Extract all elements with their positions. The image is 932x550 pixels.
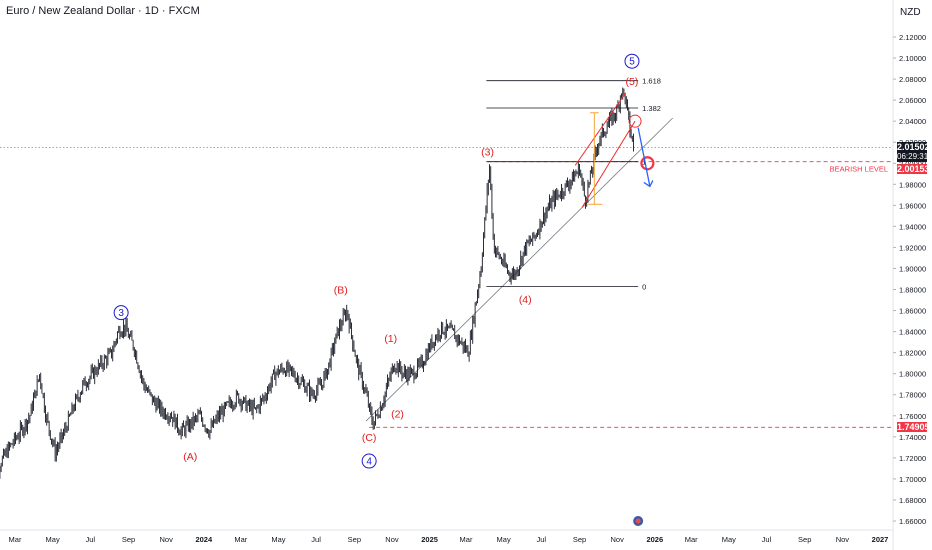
x-tick-label: Nov: [610, 535, 624, 544]
broker-logo-icon-center: [635, 518, 641, 524]
x-tick-label: 2027: [872, 535, 889, 544]
y-tick-label: 1.94000: [899, 222, 926, 231]
y-tick-label: 1.74000: [899, 433, 926, 442]
bearish-arrow-head: [643, 180, 654, 188]
x-tick-label: Nov: [836, 535, 850, 544]
y-tick-label: 1.68000: [899, 496, 926, 505]
x-tick-label: Jul: [311, 535, 321, 544]
wave-label: (3): [481, 147, 494, 159]
y-tick-label: 1.78000: [899, 391, 926, 400]
wave-label: (4): [519, 294, 532, 306]
wave-labels-layer: 3 (A) (B) (C) 4 (1) (2) (3) (4) (5) 5: [113, 53, 640, 469]
y-tick-label: 1.96000: [899, 201, 926, 210]
currency-label[interactable]: NZD: [900, 7, 921, 18]
y-tick-label: 1.90000: [899, 264, 926, 273]
x-tick-label: 2024: [195, 535, 213, 544]
bearish-level-text: BEARISH LEVEL: [830, 165, 888, 174]
y-tick-label: 1.72000: [899, 454, 926, 463]
x-tick-label: 2026: [646, 535, 663, 544]
x-tick-label: Nov: [385, 535, 399, 544]
x-tick-label: Sep: [348, 535, 361, 544]
support-price-label: 1.74905: [897, 422, 930, 432]
x-tick-label: Mar: [685, 535, 698, 544]
x-tick-label: May: [497, 535, 511, 544]
x-tick-label: Mar: [234, 535, 247, 544]
y-tick-label: 1.98000: [899, 180, 926, 189]
channel-upper-line: [574, 92, 627, 166]
x-tick-label: Sep: [573, 535, 586, 544]
wave-label: (B): [334, 285, 348, 297]
x-tick-label: Jul: [85, 535, 95, 544]
price-bars-layer: [0, 87, 634, 479]
fib-level-label: 1.382: [642, 104, 661, 113]
x-tick-label: May: [271, 535, 285, 544]
x-tick-label: May: [722, 535, 736, 544]
wave-label: 3: [118, 308, 124, 319]
x-tick-label: Jul: [762, 535, 772, 544]
wave-label: (5): [626, 76, 639, 88]
fib-level-label: 1.618: [642, 77, 661, 86]
wave-label-circle: [113, 305, 129, 321]
y-tick-label: 2.08000: [899, 75, 926, 84]
wave-label: 4: [366, 457, 372, 468]
x-tick-label: Mar: [460, 535, 473, 544]
y-tick-label: 1.76000: [899, 412, 926, 421]
y-tick-label: 2.10000: [899, 54, 926, 63]
wave-label: (A): [183, 451, 197, 463]
y-tick-label: 1.92000: [899, 243, 926, 252]
chart-lines-layer: BEARISH LEVEL 1.618 1.382 1 0: [0, 77, 893, 428]
last-price-label: 2.01502: [897, 142, 930, 152]
x-tick-label: Sep: [122, 535, 135, 544]
drawing-tools-layer[interactable]: [574, 92, 655, 208]
y-tick-label: 2.04000: [899, 117, 926, 126]
fib-level-label: 1: [642, 158, 646, 167]
countdown-label: 06:29:31: [897, 152, 929, 162]
y-tick-label: 2.00000: [899, 159, 926, 168]
bearish-level-price-label: 2.00153: [897, 164, 930, 174]
y-tick-label: 1.70000: [899, 475, 926, 484]
bearish-arrow-shaft: [637, 127, 651, 187]
wave-label: (C): [362, 432, 377, 444]
y-tick-label: 1.84000: [899, 328, 926, 337]
wave-label-circle: [361, 453, 377, 469]
symbol-title[interactable]: Euro / New Zealand Dollar · 1D · FXCM: [6, 5, 200, 17]
fib-level-label: 0: [642, 282, 646, 291]
wave-label-circle: [624, 53, 640, 69]
x-tick-label: Nov: [159, 535, 173, 544]
x-tick-label: 2025: [421, 535, 438, 544]
x-tick-label: Jul: [536, 535, 546, 544]
wave-label: (1): [384, 333, 397, 345]
y-tick-label: 2.12000: [899, 33, 926, 42]
bearish-target-circle: [640, 156, 655, 171]
y-tick-label: 1.80000: [899, 370, 926, 379]
wave-label: (2): [391, 409, 404, 421]
channel-break-circle: [628, 114, 642, 128]
y-tick-label: 1.86000: [899, 307, 926, 316]
y-tick-label: 2.06000: [899, 96, 926, 105]
wave-label: 5: [629, 57, 635, 68]
y-tick-label: 1.88000: [899, 286, 926, 295]
x-tick-label: Sep: [798, 535, 811, 544]
channel-lower-line: [581, 120, 636, 208]
y-tick-label: 1.82000: [899, 349, 926, 358]
x-tick-label: May: [46, 535, 60, 544]
y-tick-label: 1.66000: [899, 517, 926, 526]
x-tick-label: Mar: [9, 535, 22, 544]
